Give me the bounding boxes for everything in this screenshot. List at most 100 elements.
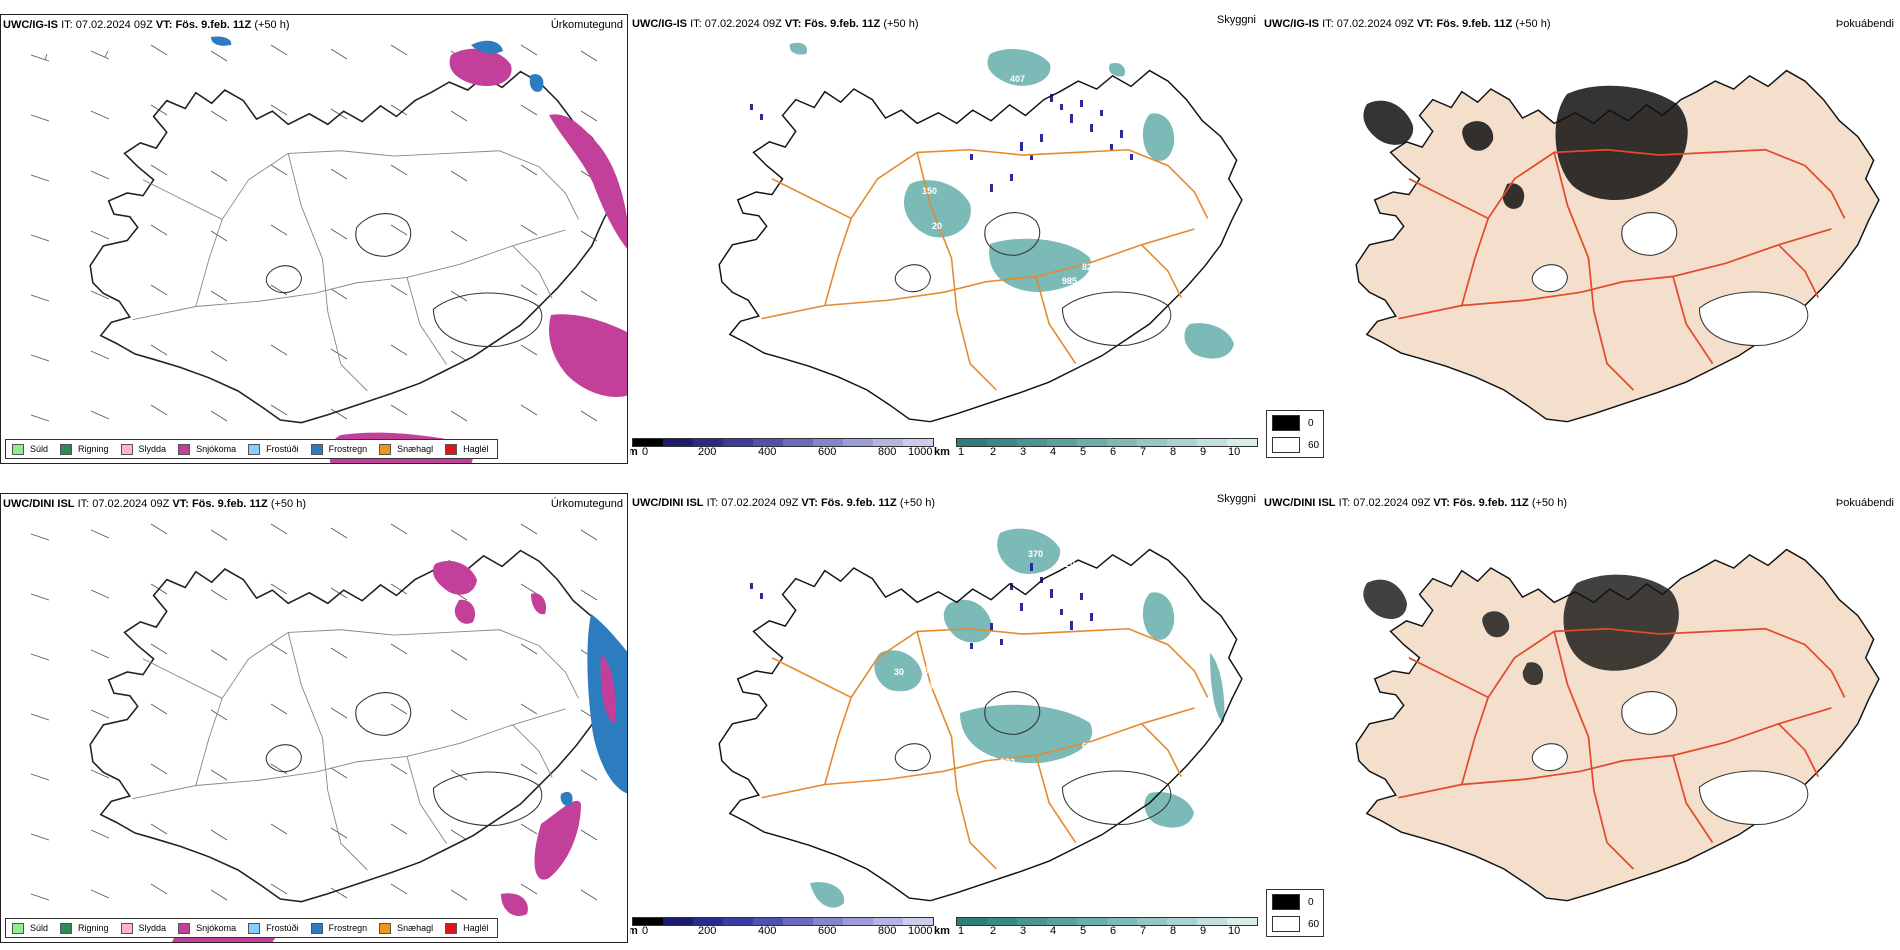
panel-title: UWC/IG-IS IT: 07.02.2024 09Z VT: Fös. 9.… bbox=[632, 18, 919, 30]
panel-title: UWC/DINI ISL IT: 07.02.2024 09Z VT: Fös.… bbox=[632, 497, 935, 509]
lead-time: (+50 h) bbox=[883, 18, 919, 30]
tick-label: 1 bbox=[958, 446, 965, 458]
vt-value: Fös. 9.feb. 11Z bbox=[820, 497, 897, 509]
lead-time: (+50 h) bbox=[1515, 18, 1551, 30]
fog-legend: 0 60 bbox=[1266, 410, 1324, 458]
vt-label: VT: bbox=[784, 18, 802, 30]
legend-item: Frostúði bbox=[248, 922, 299, 934]
panel-title: UWC/DINI ISL IT: 07.02.2024 09Z VT: Fös.… bbox=[3, 498, 306, 510]
it-value: 07.02.2024 09Z bbox=[75, 19, 153, 31]
vt-label: VT: bbox=[801, 497, 818, 509]
legend-item: Frostregn bbox=[310, 922, 367, 934]
vt-value: Fös. 9.feb. 11Z bbox=[1436, 18, 1513, 30]
cloud-ceiling-dots bbox=[750, 563, 1093, 649]
legend-item: Haglél bbox=[445, 922, 489, 934]
model-name: UWC/DINI ISL bbox=[632, 497, 704, 509]
tick-label: 400 bbox=[758, 925, 777, 937]
tick-label: 3 bbox=[1020, 446, 1027, 458]
vt-value: Fös. 9.feb. 11Z bbox=[191, 498, 268, 510]
vt-label: VT: bbox=[155, 19, 173, 31]
precip-type-panel-top: UWC/IG-IS IT: 07.02.2024 09Z VT: Fös. 9.… bbox=[0, 14, 628, 464]
fog-legend-label: 0 bbox=[1308, 896, 1314, 908]
precip-type-panel-bottom: UWC/DINI ISL IT: 07.02.2024 09Z VT: Fös.… bbox=[0, 493, 628, 943]
tick-label: 2 bbox=[990, 446, 997, 458]
tick-label: 1000 bbox=[908, 446, 933, 458]
tick-label: 8 bbox=[1170, 446, 1177, 458]
ceiling-label: 80 bbox=[928, 681, 938, 691]
it-label: IT: bbox=[1338, 497, 1351, 509]
model-name: UWC/IG-IS bbox=[632, 18, 687, 30]
panel-label-fog: Þokuábendi bbox=[1835, 497, 1894, 509]
tick-label: 1000 bbox=[908, 925, 933, 937]
precip-legend: Súld Rigning Slydda Snjókoma Frostúði Fr… bbox=[5, 439, 498, 459]
visibility-scale: km 1 2 3 4 5 6 7 8 9 10 bbox=[934, 913, 1258, 943]
tick-label: 600 bbox=[818, 446, 837, 458]
legend-item: Súld bbox=[12, 443, 48, 455]
ceiling-label: 407 bbox=[1010, 74, 1025, 84]
ceiling-label: 985 bbox=[1062, 276, 1077, 286]
ceiling-label: 30 bbox=[894, 667, 904, 677]
it-value: 07.02.2024 09Z bbox=[92, 498, 170, 510]
it-label: IT: bbox=[61, 19, 73, 31]
vt-label: VT: bbox=[1433, 497, 1450, 509]
height-scale: m 0 200 400 600 800 1000 bbox=[630, 434, 934, 464]
tick-label: 600 bbox=[818, 925, 837, 937]
height-scale: m 0 200 400 600 800 1000 bbox=[630, 913, 934, 943]
legend-item: Frostúði bbox=[248, 443, 299, 455]
fog-panel-top: UWC/IG-IS IT: 07.02.2024 09Z VT: Fös. 9.… bbox=[1262, 14, 1900, 464]
model-name: UWC/DINI ISL bbox=[1264, 497, 1336, 509]
it-label: IT: bbox=[706, 497, 719, 509]
precip-map-top bbox=[30, 36, 627, 463]
cloud-visibility-panel-top: 407 150 20 22 785 985 820 767 Skyggni UW… bbox=[630, 14, 1258, 464]
panel-label-fog: Þokuábendi bbox=[1835, 18, 1894, 30]
tick-label: 5 bbox=[1080, 925, 1087, 937]
tick-label: 10 bbox=[1228, 925, 1241, 937]
tick-label: 9 bbox=[1200, 925, 1207, 937]
legend-item: Slydda bbox=[120, 443, 166, 455]
tick-label: 800 bbox=[878, 925, 897, 937]
panel-title: UWC/IG-IS IT: 07.02.2024 09Z VT: Fös. 9.… bbox=[3, 19, 290, 31]
legend-item: Haglél bbox=[445, 443, 489, 455]
lead-time: (+50 h) bbox=[1531, 497, 1567, 509]
ceiling-label: 150 bbox=[922, 186, 937, 196]
tick-label: 1 bbox=[958, 925, 965, 937]
precip-areas bbox=[172, 560, 627, 942]
tick-label: 200 bbox=[698, 446, 717, 458]
panel-label-precip: Úrkomutegund bbox=[550, 19, 623, 31]
cloud-map-bottom: 370 820 30 667 80 185 522 65 794 bbox=[718, 528, 1243, 908]
panel-label-cloud: Skyggni bbox=[1216, 493, 1256, 505]
visibility-areas bbox=[810, 528, 1225, 908]
tick-label: 4 bbox=[1050, 446, 1057, 458]
it-label: IT: bbox=[1322, 18, 1334, 30]
fog-map-bottom bbox=[1355, 548, 1880, 902]
tick-label: 800 bbox=[878, 446, 897, 458]
tick-label: 4 bbox=[1050, 925, 1057, 937]
wind-barbs bbox=[30, 44, 598, 422]
ceiling-label: 20 bbox=[932, 221, 942, 231]
legend-item: Snæhagl bbox=[379, 443, 433, 455]
height-unit: m bbox=[630, 925, 638, 937]
fog-areas bbox=[1363, 85, 1688, 209]
fog-areas bbox=[1363, 574, 1679, 686]
panel-label-cloud: Skyggni bbox=[1216, 14, 1256, 26]
vt-value: Fös. 9.feb. 11Z bbox=[804, 18, 881, 30]
visibility-unit: km bbox=[934, 446, 950, 458]
lead-time: (+50 h) bbox=[270, 498, 306, 510]
tick-label: 0 bbox=[642, 925, 649, 937]
ceiling-label: 820 bbox=[1060, 559, 1075, 569]
tick-label: 6 bbox=[1110, 925, 1117, 937]
model-name: UWC/DINI ISL bbox=[3, 498, 75, 510]
cloud-visibility-panel-bottom: 370 820 30 667 80 185 522 65 794 Skyggni… bbox=[630, 493, 1258, 943]
ceiling-label: 65 bbox=[1082, 741, 1092, 751]
tick-label: 9 bbox=[1200, 446, 1207, 458]
it-value: 07.02.2024 09Z bbox=[1336, 18, 1414, 30]
ceiling-label: 820 bbox=[1082, 262, 1097, 272]
visibility-scale: km 1 2 3 4 5 6 7 8 9 10 bbox=[934, 434, 1258, 464]
tick-label: 5 bbox=[1080, 446, 1087, 458]
ceiling-label: 794 bbox=[1010, 775, 1025, 785]
tick-label: 7 bbox=[1140, 446, 1147, 458]
model-name: UWC/IG-IS bbox=[1264, 18, 1319, 30]
lead-time: (+50 h) bbox=[254, 19, 290, 31]
tick-label: 2 bbox=[990, 925, 997, 937]
vt-value: Fös. 9.feb. 11Z bbox=[1452, 497, 1529, 509]
